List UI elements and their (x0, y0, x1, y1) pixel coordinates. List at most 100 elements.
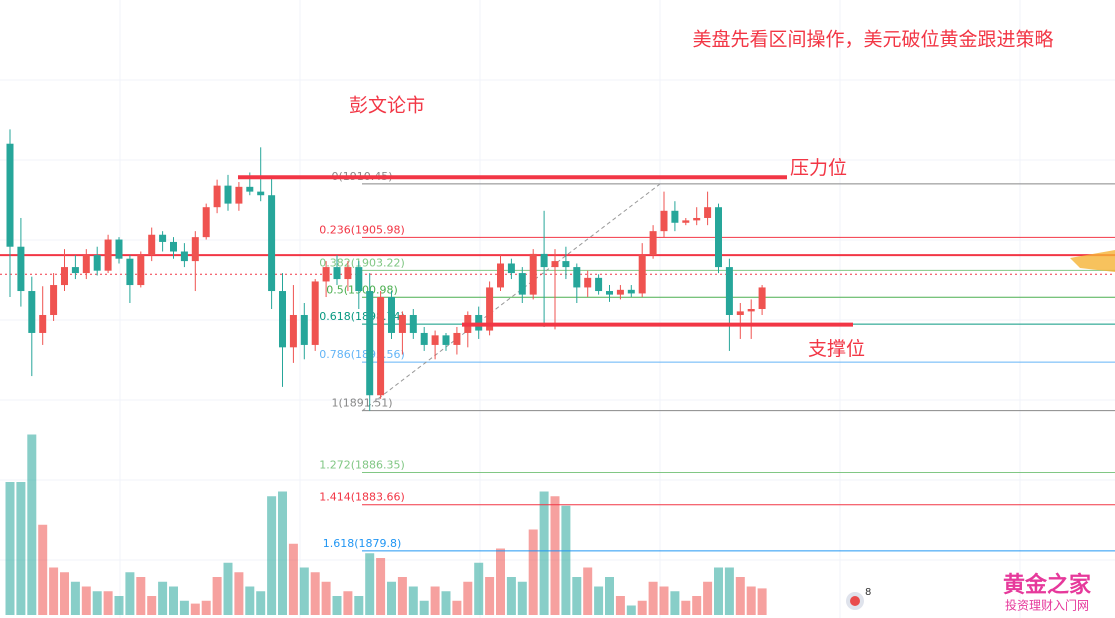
volume-bar (757, 588, 767, 615)
candle-body (388, 297, 395, 333)
fibonacci: 0(1910.45)0.236(1905.98)0.382(1903.22)0.… (319, 170, 1115, 552)
candle-body (649, 231, 657, 256)
volume-bar (452, 600, 462, 615)
volume-pane (5, 434, 767, 615)
candle-body (257, 191, 265, 196)
candle-body (584, 277, 592, 288)
badge-count: 8 (865, 587, 871, 598)
fib-label: 0.382(1903.22) (319, 256, 405, 269)
candle-body (442, 335, 450, 345)
volume-bar (16, 482, 26, 615)
candle-body (202, 207, 210, 238)
volume-bar (38, 524, 48, 615)
fib-label: 1(1891.51) (331, 397, 392, 410)
candle-body (355, 267, 363, 292)
candles (6, 129, 766, 411)
volume-bar (659, 586, 669, 615)
candle-body (616, 289, 624, 295)
candle-body (322, 267, 330, 282)
volume-bar (70, 581, 80, 615)
badge-flag (850, 596, 860, 606)
volume-bar (626, 605, 636, 615)
candle-body (725, 267, 733, 315)
candle-body (213, 185, 221, 208)
volume-bar (397, 577, 407, 615)
volume-bar (147, 596, 157, 615)
candle-body (638, 255, 646, 294)
volume-bar (60, 572, 69, 615)
volume-bar (136, 577, 146, 615)
volume-bar (550, 496, 560, 615)
candle-body (170, 241, 177, 252)
candle-body (682, 220, 690, 223)
candle-body (606, 291, 613, 295)
volume-bar (517, 581, 527, 615)
candle-body (377, 297, 385, 396)
candle-body (104, 239, 112, 271)
candle-body (715, 207, 722, 268)
volume-bar (245, 586, 255, 615)
level-label: 压力位 (790, 157, 847, 179)
candle-body (137, 255, 145, 286)
volume-bar (594, 586, 604, 615)
volume-bar (692, 596, 702, 615)
volume-bar (354, 596, 364, 615)
volume-bar (190, 603, 200, 615)
volume-bar (321, 581, 331, 615)
volume-bar (528, 529, 538, 615)
fib-label: 1.272(1886.35) (319, 458, 405, 471)
volume-bar (5, 482, 15, 615)
volume-bar (81, 586, 91, 615)
candle-body (704, 207, 712, 218)
candle-body (93, 255, 101, 271)
candle-body (17, 246, 25, 292)
volume-bar (49, 567, 59, 615)
candle-body (39, 314, 47, 333)
candle-body (595, 277, 603, 292)
volume-bar (539, 491, 549, 615)
volume-bar (223, 562, 233, 615)
candle-body (431, 335, 439, 345)
volume-bar (27, 434, 37, 615)
volume-bar (583, 567, 593, 615)
candle-body (562, 261, 570, 268)
volume-bar (735, 577, 745, 615)
watermark-sub: 投资理财入门网 (1005, 598, 1089, 613)
volume-bar (365, 553, 375, 615)
volume-bar (506, 577, 516, 615)
fib-label: 1.414(1883.66) (319, 491, 405, 504)
volume-bar (474, 562, 484, 615)
candle-body (344, 267, 352, 280)
volume-bar (703, 581, 713, 615)
volume-bar (441, 591, 451, 615)
candle-body (507, 263, 515, 274)
chart-title: 美盘先看区间操作，美元破位黄金跟进策略 (692, 29, 1053, 51)
volume-bar (496, 548, 505, 615)
candle-body (693, 217, 701, 221)
candle-body (518, 273, 526, 295)
volume-bar (615, 596, 625, 615)
candle-body (115, 239, 123, 259)
volume-bar (179, 600, 189, 615)
level-label: 支撑位 (808, 338, 865, 360)
watermark: 黄金之家 (1003, 572, 1092, 598)
candle-body (529, 253, 537, 295)
fib-label: 1.618(1879.8) (323, 537, 402, 550)
candle-body (300, 314, 308, 345)
candle-body (246, 186, 254, 192)
volume-bar (746, 586, 756, 615)
candle-body (235, 186, 243, 204)
candle-body (191, 237, 199, 262)
volume-bar (572, 577, 582, 615)
candle-body (497, 263, 504, 288)
candle-body (61, 267, 68, 286)
candle-body (660, 210, 668, 232)
volume-bar (387, 581, 396, 615)
volume-bar (724, 567, 734, 615)
candle-body (148, 234, 156, 256)
volume-bar (92, 591, 102, 615)
volume-bar (376, 558, 386, 615)
volume-bar (212, 577, 222, 615)
candle-body (126, 258, 134, 286)
